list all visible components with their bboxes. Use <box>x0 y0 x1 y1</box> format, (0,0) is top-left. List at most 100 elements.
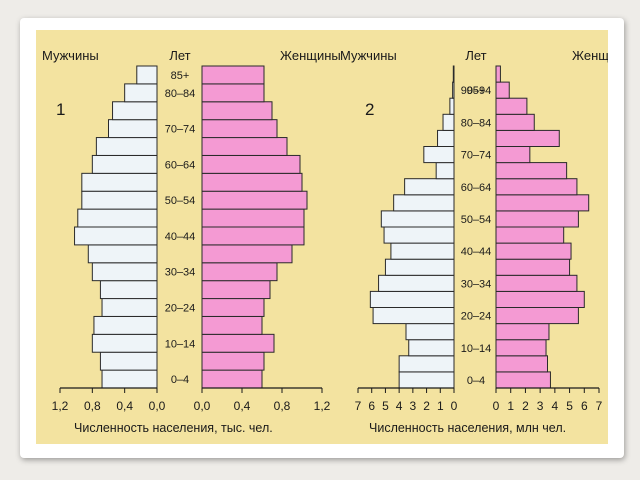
x-tick-label: 4 <box>396 399 403 413</box>
age-tick-label: 10–14 <box>461 343 492 355</box>
bar-female <box>495 323 550 341</box>
bar-male <box>452 65 455 83</box>
bar-male <box>405 323 455 341</box>
age-tick-label: 95+ <box>467 85 486 97</box>
x-tick-label: 0,8 <box>84 399 101 413</box>
bar-female <box>495 355 548 373</box>
bar-male <box>91 154 158 174</box>
x-tick-label: 1 <box>437 399 444 413</box>
x-tick-label: 7 <box>355 399 362 413</box>
bar-male <box>95 137 158 156</box>
bar-male <box>77 208 158 228</box>
header-men: Мужчины <box>42 48 99 63</box>
bar-male <box>101 298 158 317</box>
bar-female <box>201 333 275 353</box>
x-tick-label: 3 <box>410 399 417 413</box>
age-tick-label: 50–54 <box>461 214 492 226</box>
bar-female <box>495 290 585 308</box>
bar-male <box>398 371 455 389</box>
x-tick-label: 0,0 <box>194 399 211 413</box>
bar-female <box>495 162 568 180</box>
bar-male <box>408 339 455 357</box>
bar-female <box>495 97 528 115</box>
bar-male <box>74 226 158 246</box>
age-tick-label: 40–44 <box>461 246 492 258</box>
bar-male <box>437 129 455 148</box>
x-tick-label: 7 <box>596 399 603 413</box>
bar-male <box>91 262 158 282</box>
bar-male <box>423 146 455 164</box>
age-tick-label: 70–74 <box>461 150 492 162</box>
bar-female <box>201 369 263 389</box>
bar-male <box>101 369 158 389</box>
bar-female <box>495 258 571 276</box>
bar-female <box>201 119 278 139</box>
bar-male <box>91 333 158 353</box>
age-tick-label: 0–4 <box>467 375 485 387</box>
bar-female <box>495 65 501 83</box>
bar-female <box>201 172 303 192</box>
bar-female <box>495 194 590 212</box>
bar-female <box>201 83 265 103</box>
bar-male <box>404 178 455 196</box>
bar-female <box>201 298 265 317</box>
bar-female <box>201 190 308 210</box>
bar-female <box>201 226 305 246</box>
bar-female <box>201 351 265 371</box>
bar-female <box>495 242 572 260</box>
bar-female <box>201 101 273 121</box>
bar-female <box>495 210 579 228</box>
x-tick-label: 0,4 <box>234 399 251 413</box>
bar-male <box>390 242 455 260</box>
age-tick-label: 0–4 <box>171 374 189 386</box>
bar-male <box>435 162 455 180</box>
age-tick-label: 90–94 <box>461 85 492 97</box>
bar-female <box>495 307 579 325</box>
age-tick-label: 50–54 <box>165 195 196 207</box>
bar-male <box>393 194 455 212</box>
x-tick-label: 0,8 <box>274 399 291 413</box>
age-tick-label: 20–24 <box>461 311 492 323</box>
bar-male <box>124 83 158 103</box>
age-tick-label: 30–34 <box>165 267 196 279</box>
x-tick-label: 6 <box>368 399 375 413</box>
bar-male <box>452 81 455 99</box>
x-tick-label: 1,2 <box>52 399 69 413</box>
bar-male <box>87 244 158 264</box>
bar-male <box>81 172 158 192</box>
x-tick-label: 5 <box>382 399 389 413</box>
x-tick-label: 3 <box>537 399 544 413</box>
bar-female <box>201 137 288 156</box>
header-women: Женщины <box>572 48 608 63</box>
bar-female <box>495 146 531 164</box>
pyramid-panel-1: Мужчины Лет Женщины 1 0–4 10–14 20–24 30–34 40–4… <box>42 48 341 435</box>
bar-female <box>495 274 578 292</box>
bar-male <box>398 355 455 373</box>
bar-female <box>201 315 263 335</box>
header-age: Лет <box>169 48 190 63</box>
age-tick-label: 80–84 <box>461 117 492 129</box>
bar-female <box>201 65 265 85</box>
x-tick-label: 2 <box>423 399 430 413</box>
header-women: Женщины <box>280 48 341 63</box>
bar-female <box>495 226 565 244</box>
bar-male <box>442 113 455 131</box>
bar-female <box>201 280 271 300</box>
x-tick-label: 0 <box>451 399 458 413</box>
bar-male <box>136 65 158 85</box>
panel-number: 2 <box>365 100 374 119</box>
x-tick-label: 6 <box>581 399 588 413</box>
age-tick-label: 60–64 <box>461 182 492 194</box>
bar-male <box>384 258 455 276</box>
bar-male <box>108 119 158 139</box>
x-tick-label: 5 <box>566 399 573 413</box>
bar-male <box>378 274 455 292</box>
bar-male <box>99 280 158 300</box>
x-tick-label: 0 <box>493 399 500 413</box>
bar-female <box>201 262 278 282</box>
x-tick-label: 4 <box>552 399 559 413</box>
bar-male <box>99 351 158 371</box>
x-tick-label: 0,4 <box>116 399 133 413</box>
age-tick-label: 20–24 <box>165 303 196 315</box>
age-tick-label: 70–74 <box>165 124 196 136</box>
